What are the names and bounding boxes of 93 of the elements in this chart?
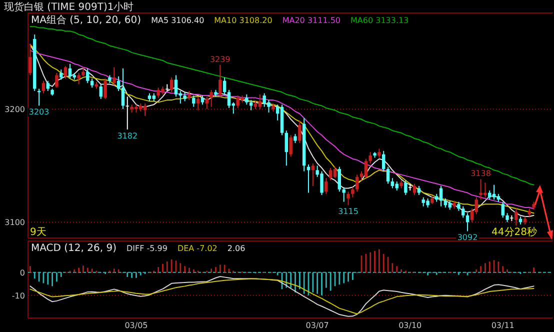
candlestick [46,80,50,92]
annotation: 3239 [210,55,230,64]
candlestick [298,120,302,144]
candlestick [412,183,416,196]
annotation: 3115 [338,207,358,216]
candlestick [514,208,518,226]
candlestick [417,185,421,196]
candlestick [294,133,297,144]
candlestick [192,95,196,108]
y-tick-label: 3100 [4,218,25,228]
candlestick [390,178,394,189]
candlestick [328,167,332,181]
legend-title: MACD (12, 26, 9) [31,243,117,254]
candlestick [386,166,390,184]
candlestick [404,180,408,196]
candlestick [324,178,328,194]
candlestick [382,150,386,172]
candlestick [222,76,226,95]
y-tick-label: -10 [12,291,25,300]
candlestick [104,78,107,100]
chart-title: 现货白银 (TIME 909T)1小时 [4,1,134,13]
candlestick [126,96,129,130]
annotation: 3138 [470,169,491,178]
candlestick [218,64,222,98]
text: MA20 3111.50 [282,16,341,25]
candlestick [196,96,200,111]
annotation: 2.06 [227,244,246,253]
candlestick [245,94,248,106]
candlestick [289,134,292,158]
candlestick [311,162,315,186]
candlestick [368,152,372,164]
candlestick [188,90,191,101]
candlestick [444,198,448,208]
line-series [30,26,534,186]
candlestick [492,184,496,200]
annotation: 44分28秒 [492,226,537,238]
candlestick [351,186,354,198]
x-tick-label: 03/07 [306,321,329,330]
candlestick [501,201,504,218]
text: MA5 3106.40 [151,16,204,25]
candlestick [210,89,213,108]
y-tick-label: 3200 [4,105,25,114]
annotation: 3203 [28,108,50,117]
candlestick [506,212,509,223]
candlestick [200,95,204,106]
legend-title: MA组合 (5, 10, 20, 60) [31,14,142,26]
x-tick-label: 03/10 [398,321,422,330]
annotation: 3092 [457,233,478,242]
candlestick [378,148,381,158]
candlestick [143,102,147,116]
candlestick [170,76,174,93]
y-tick-label: 0 [20,268,25,278]
candlestick [77,72,80,85]
candlestick [90,78,94,88]
candlestick [346,191,350,206]
text: DIFF -5.99 [126,244,168,253]
candlestick [462,206,465,218]
candlestick [395,180,398,192]
candlestick [355,174,359,192]
candlestick [55,72,58,88]
candlestick [205,96,209,110]
candlestick [68,63,72,80]
candlestick [174,74,178,98]
candlestick [183,92,186,102]
candlestick [466,212,470,232]
candlestick [284,130,288,166]
candlestick [64,66,68,80]
x-tick-label: 03/11 [491,321,514,330]
candlestick [60,69,63,80]
candlestick [112,66,116,86]
candlestick [426,198,430,208]
candlestick [457,201,460,212]
candlestick [488,190,492,200]
x-tick-label: 03/05 [124,321,148,330]
candlestick [227,89,231,108]
candlestick [364,158,368,179]
candlestick [338,166,342,192]
text: DEA -7.02 [177,244,218,253]
candlestick [99,84,102,100]
candlestick [42,80,46,94]
candlestick [439,185,443,207]
candlestick [82,66,85,77]
candlestick [86,68,90,84]
text: MA60 3133.13 [350,16,409,25]
annotation: 9天 [30,227,46,238]
candlestick [448,200,452,210]
text: MA10 3108.20 [214,16,272,25]
candlestick [333,166,337,179]
candlestick [121,68,125,110]
candlestick [342,186,346,202]
candlestick [28,43,32,76]
annotation: 3182 [117,131,138,140]
candlestick [258,94,262,110]
